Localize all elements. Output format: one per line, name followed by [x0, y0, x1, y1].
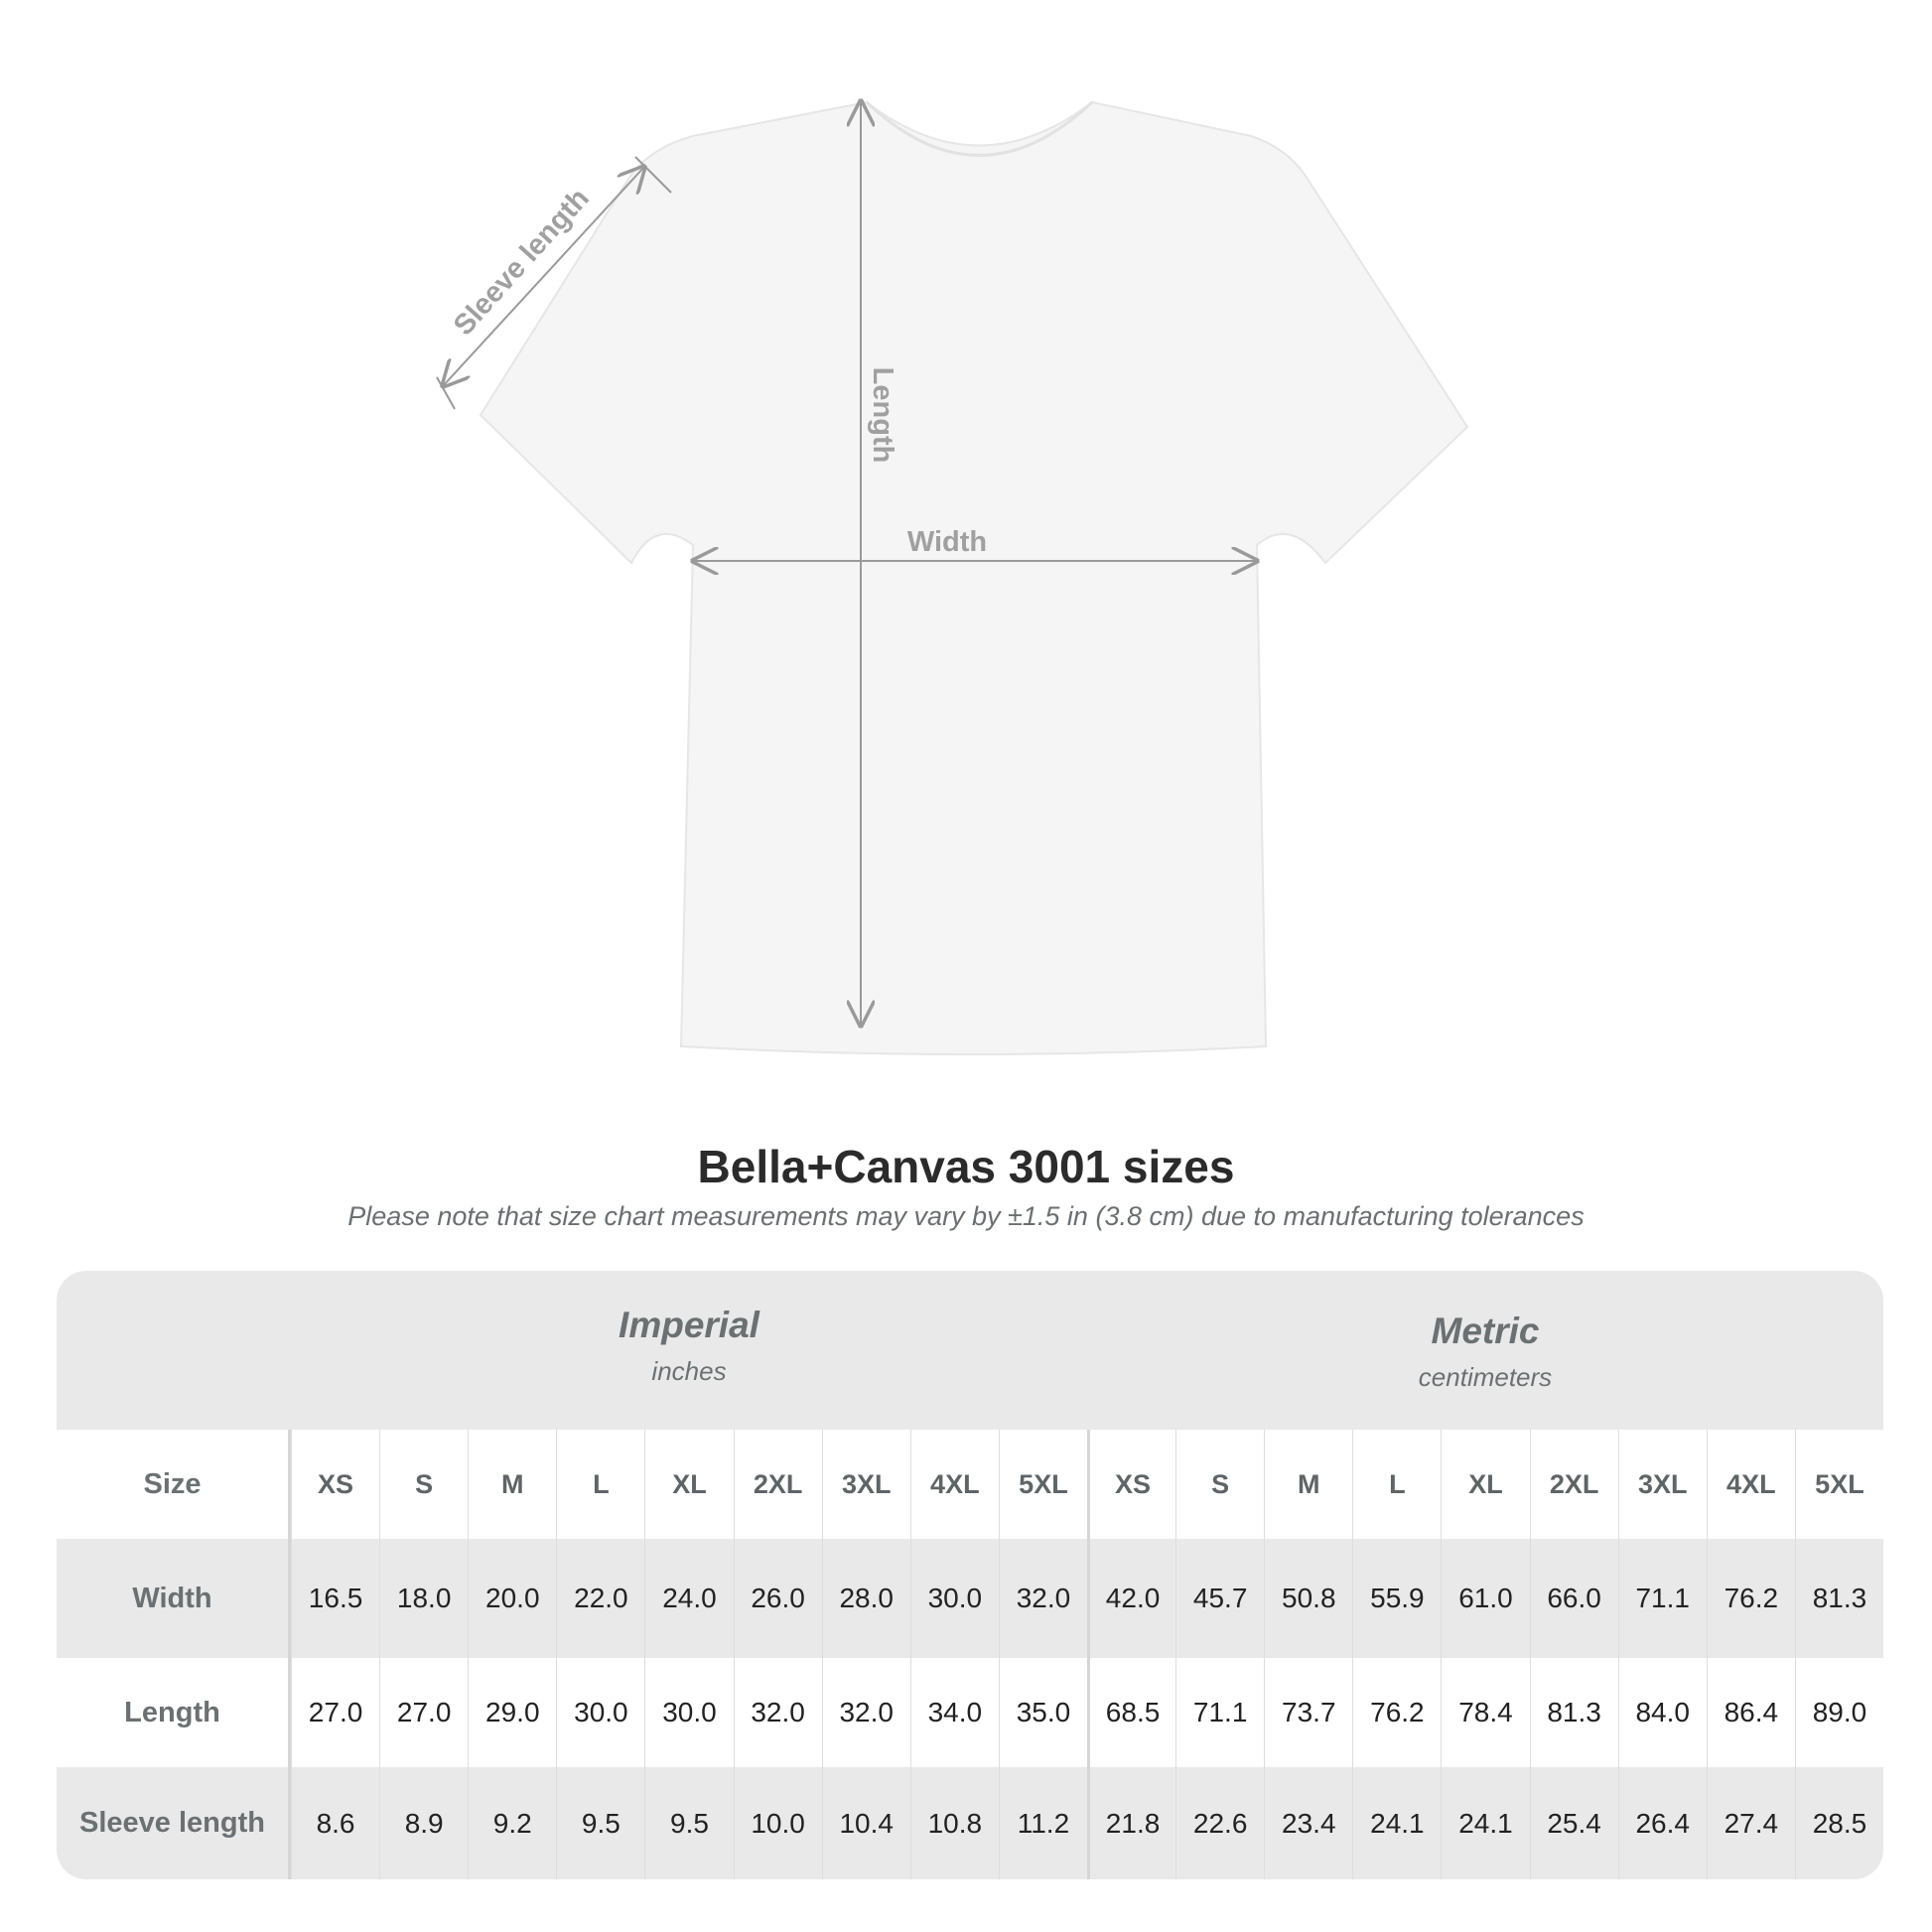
- imperial-size-header: S: [379, 1430, 468, 1539]
- size-table: Imperial inches Metric centimeters Size X…: [57, 1271, 1883, 1879]
- imperial-value-cell: 11.2: [998, 1767, 1087, 1879]
- length-label: Length: [867, 367, 898, 464]
- imperial-value-cell: 8.6: [291, 1767, 380, 1879]
- imperial-value-cell: 32.0: [733, 1658, 822, 1767]
- metric-value-cell: 55.9: [1352, 1539, 1442, 1658]
- metric-size-header: 5XL: [1794, 1430, 1883, 1539]
- imperial-value-cell: 35.0: [998, 1658, 1087, 1767]
- imperial-value-cell: 32.0: [821, 1658, 910, 1767]
- metric-size-header: M: [1264, 1430, 1352, 1539]
- imperial-value-cell: 34.0: [909, 1658, 999, 1767]
- imperial-value-cell: 10.8: [909, 1767, 999, 1879]
- metric-value-cell: 66.0: [1529, 1539, 1618, 1658]
- imperial-value-cell: 26.0: [733, 1539, 822, 1658]
- metric-value-cell: 68.5: [1087, 1658, 1175, 1767]
- imperial-size-header: XL: [644, 1430, 733, 1539]
- metric-header: Metric centimeters: [1087, 1311, 1883, 1393]
- imperial-size-header: M: [468, 1430, 556, 1539]
- metric-value-cell: 76.2: [1706, 1539, 1795, 1658]
- tshirt-diagram: Sleeve length Length Width: [436, 0, 1469, 1055]
- row-label: Sleeve length: [57, 1767, 291, 1879]
- metric-value-cell: 86.4: [1706, 1658, 1795, 1767]
- metric-value-cell: 81.3: [1794, 1539, 1883, 1658]
- metric-value-cell: 50.8: [1264, 1539, 1353, 1658]
- imperial-size-header: 2XL: [733, 1430, 822, 1539]
- imperial-unit: inches: [651, 1356, 727, 1386]
- imperial-value-cell: 9.5: [644, 1767, 734, 1879]
- imperial-size-header: 5XL: [998, 1430, 1087, 1539]
- metric-size-header: 4XL: [1706, 1430, 1795, 1539]
- metric-value-cell: 24.1: [1352, 1767, 1442, 1879]
- metric-size-header: XL: [1441, 1430, 1529, 1539]
- imperial-value-cell: 9.5: [556, 1767, 645, 1879]
- metric-value-cell: 71.1: [1617, 1539, 1707, 1658]
- metric-size-header: XS: [1087, 1430, 1175, 1539]
- metric-value-cell: 22.6: [1175, 1767, 1265, 1879]
- metric-value-cell: 23.4: [1264, 1767, 1353, 1879]
- imperial-value-cell: 30.0: [909, 1539, 999, 1658]
- metric-unit: centimeters: [1418, 1362, 1553, 1392]
- imperial-value-cell: 22.0: [556, 1539, 645, 1658]
- metric-size-header: S: [1175, 1430, 1264, 1539]
- imperial-value-cell: 10.0: [733, 1767, 822, 1879]
- metric-size-header: 3XL: [1617, 1430, 1707, 1539]
- row-label: Width: [57, 1539, 291, 1658]
- imperial-value-cell: 18.0: [379, 1539, 469, 1658]
- unit-header-band: [57, 1271, 1883, 1430]
- metric-value-cell: 28.5: [1794, 1767, 1883, 1879]
- imperial-value-cell: 30.0: [556, 1658, 644, 1767]
- imperial-value-cell: 27.0: [291, 1658, 379, 1767]
- imperial-value-cell: 16.5: [291, 1539, 380, 1658]
- imperial-value-cell: 8.9: [379, 1767, 469, 1879]
- metric-title: Metric: [1431, 1311, 1540, 1351]
- metric-value-cell: 21.8: [1087, 1767, 1176, 1879]
- width-label: Width: [907, 526, 987, 558]
- imperial-value-cell: 9.2: [468, 1767, 557, 1879]
- metric-value-cell: 24.1: [1441, 1767, 1530, 1879]
- metric-value-cell: 78.4: [1441, 1658, 1529, 1767]
- tshirt-image: [479, 100, 1469, 1055]
- imperial-size-header: L: [556, 1430, 644, 1539]
- metric-value-cell: 76.2: [1352, 1658, 1441, 1767]
- metric-value-cell: 73.7: [1264, 1658, 1352, 1767]
- imperial-value-cell: 29.0: [468, 1658, 556, 1767]
- imperial-value-cell: 28.0: [821, 1539, 910, 1658]
- imperial-size-header: 4XL: [909, 1430, 999, 1539]
- imperial-value-cell: 32.0: [998, 1539, 1087, 1658]
- tolerance-note: Please note that size chart measurements…: [347, 1201, 1585, 1231]
- size-header-label: Size: [57, 1430, 291, 1539]
- imperial-title: Imperial: [619, 1305, 759, 1345]
- imperial-value-cell: 20.0: [468, 1539, 557, 1658]
- imperial-value-cell: 30.0: [644, 1658, 733, 1767]
- metric-value-cell: 45.7: [1175, 1539, 1265, 1658]
- imperial-value-cell: 24.0: [644, 1539, 734, 1658]
- imperial-size-header: XS: [291, 1430, 379, 1539]
- metric-value-cell: 61.0: [1441, 1539, 1530, 1658]
- sleeve-arrow: [443, 167, 644, 386]
- metric-value-cell: 81.3: [1529, 1658, 1618, 1767]
- row-label: Length: [57, 1658, 291, 1767]
- metric-size-header: L: [1352, 1430, 1441, 1539]
- imperial-header: Imperial inches: [291, 1305, 1087, 1387]
- metric-size-header: 2XL: [1529, 1430, 1618, 1539]
- size-grid: Size XS S M L XL 2XL 3XL 4XL 5XL XS S M L XL 2XL 3XL 4XL 5…: [57, 1430, 1883, 1879]
- metric-value-cell: 71.1: [1175, 1658, 1264, 1767]
- metric-value-cell: 84.0: [1617, 1658, 1707, 1767]
- metric-value-cell: 89.0: [1794, 1658, 1883, 1767]
- chart-title: Bella+Canvas 3001 sizes: [697, 1141, 1235, 1192]
- imperial-value-cell: 10.4: [821, 1767, 910, 1879]
- imperial-value-cell: 27.0: [379, 1658, 468, 1767]
- metric-value-cell: 42.0: [1087, 1539, 1176, 1658]
- metric-value-cell: 26.4: [1617, 1767, 1707, 1879]
- metric-value-cell: 27.4: [1706, 1767, 1795, 1879]
- metric-value-cell: 25.4: [1529, 1767, 1618, 1879]
- imperial-size-header: 3XL: [821, 1430, 910, 1539]
